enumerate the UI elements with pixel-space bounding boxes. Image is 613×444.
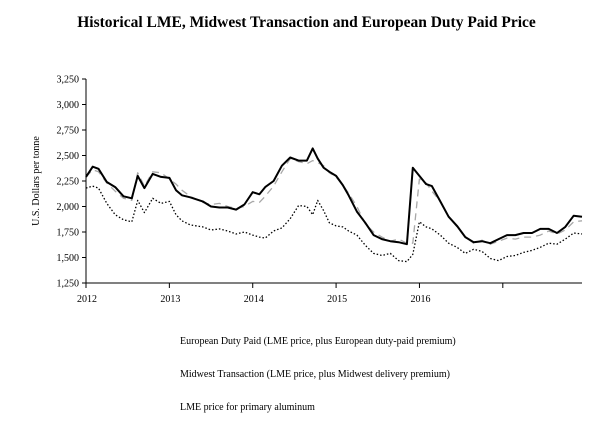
chart-title: Historical LME, Midwest Transaction and … xyxy=(77,14,536,31)
y-tick-label: 1,750 xyxy=(57,228,80,239)
y-tick-label: 2,250 xyxy=(57,177,80,188)
y-tick-label: 3,250 xyxy=(57,75,80,86)
x-tick-label: 2016 xyxy=(410,294,430,305)
x-tick-label: 2013 xyxy=(160,294,180,305)
y-tick-label: 1,250 xyxy=(57,279,80,290)
series-line-midwest-transaction xyxy=(85,147,583,246)
y-tick-label: 1,500 xyxy=(57,253,80,264)
y-axis-label: U.S. Dollars per tonne xyxy=(31,136,42,226)
x-tick-label: 2015 xyxy=(327,294,347,305)
y-tick-label: 2,500 xyxy=(57,151,80,162)
series-line-lme-primary xyxy=(85,185,583,263)
legend-label-lme: LME price for primary aluminum xyxy=(180,402,315,413)
legend-label-midwest: Midwest Transaction (LME price, plus Mid… xyxy=(180,369,450,380)
legend-label-european: European Duty Paid (LME price, plus Euro… xyxy=(180,336,456,347)
x-tick-label: 2014 xyxy=(244,294,264,305)
axis-labels: 1,250 1,500 1,750 2,000 2,250 2,500 2,750 3,000… xyxy=(31,75,430,306)
y-tick-label: 2,750 xyxy=(57,126,80,137)
axes xyxy=(82,78,582,288)
y-tick-label: 3,000 xyxy=(57,100,80,111)
data-series xyxy=(85,147,583,263)
y-tick-label: 2,000 xyxy=(57,202,80,213)
x-tick-label: 2012 xyxy=(77,294,97,305)
series-line-european-duty-paid xyxy=(85,157,583,245)
